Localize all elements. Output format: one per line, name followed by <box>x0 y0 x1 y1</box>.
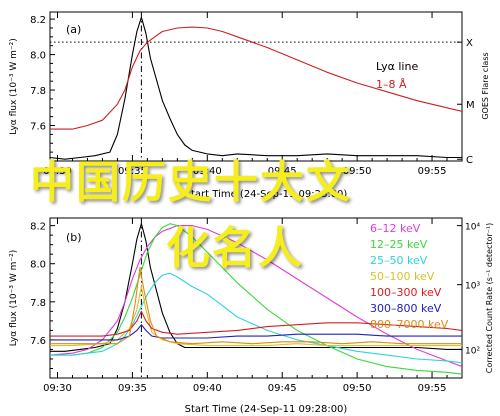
y-axis-label: Lyα flux (10⁻³ W m⁻²) <box>9 38 19 134</box>
legend-entry: 800–7000 keV <box>370 318 449 331</box>
series-100-300-kev <box>50 310 462 337</box>
x-tick-label: 09:30 <box>43 166 72 177</box>
y-tick-label: 8.0 <box>30 51 46 62</box>
y-tick-label: 8.2 <box>30 15 46 26</box>
x-tick-label: 09:50 <box>343 383 372 394</box>
x-tick-label: 09:40 <box>193 383 222 394</box>
y-tick-label: 8.0 <box>30 260 46 271</box>
plot-frame <box>49 11 463 162</box>
x-tick-label: 09:30 <box>43 383 72 394</box>
x-tick-label: 09:55 <box>418 166 447 177</box>
right-axis-label: GOES Flare class <box>481 52 490 119</box>
x-tick-label: 09:35 <box>118 383 147 394</box>
y-tick-label: 7.8 <box>30 86 46 97</box>
legend-entry: 6–12 keV <box>370 222 421 235</box>
x-tick-label: 09:50 <box>343 166 372 177</box>
series-group <box>50 223 462 375</box>
flare-class-label: C <box>466 155 473 166</box>
x-tick-label: 09:45 <box>268 166 297 177</box>
right-tick-label: 10³ <box>465 282 480 292</box>
series-group <box>50 16 462 160</box>
legend-entry: 100–300 keV <box>370 286 442 299</box>
legend-entry: 1–8 Å <box>376 78 407 91</box>
y-tick-label: 7.8 <box>30 298 46 309</box>
panel-label: (a) <box>66 23 81 36</box>
x-tick-label: 09:55 <box>418 383 447 394</box>
x-tick-label: 09:40 <box>193 166 222 177</box>
legend-entry: Lyα line <box>376 60 418 73</box>
overlay-caption-line-1: 中国历史十大文 <box>30 157 352 208</box>
series-ly-line <box>50 16 462 160</box>
y-tick-label: 7.6 <box>30 122 46 133</box>
series-300-800-kev <box>50 324 462 341</box>
series-800-7000-kev <box>50 266 462 345</box>
plot-frame <box>49 217 463 379</box>
x-tick-label: 09:45 <box>268 383 297 394</box>
flare-class-label: M <box>466 100 475 111</box>
legend-entry: 25–50 keV <box>370 254 428 267</box>
right-tick-label: 10² <box>465 346 480 356</box>
y-tick-label: 8.2 <box>30 222 46 233</box>
flare-class-label: X <box>466 38 473 49</box>
panel-b: 7.6 7.8 8.0 8.2 09:30 09:35 09:40 09:45 09:50 09:… <box>9 217 494 415</box>
panel-a: 7.6 7.8 8.0 8.2 09:30 09:35 09:40 09:45 09:50 09:… <box>9 11 490 200</box>
x-axis-label: Start Time (24-Sep-11 09:28:00) <box>185 404 348 415</box>
right-axis-label: Corrected Count Rate (s⁻¹ detector⁻¹) <box>485 223 494 374</box>
panel-label: (b) <box>66 231 82 244</box>
series-50-100-kev <box>50 286 462 347</box>
series-1-8- <box>50 26 462 130</box>
legend-entry: 300–800 keV <box>370 302 442 315</box>
legend-entry: 50–100 keV <box>370 270 435 283</box>
right-tick-label: 10⁴ <box>465 223 480 233</box>
y-axis-label: Lyα flux (10⁻³ W m⁻²) <box>9 250 19 346</box>
legend-entry: 12–25 keV <box>370 238 428 251</box>
x-axis-label: Start Time (24-Sep-11 09:28:00) <box>185 189 348 200</box>
overlay-caption-line-2: 化名人 <box>166 223 304 274</box>
x-tick-label: 09:35 <box>118 166 147 177</box>
y-tick-label: 7.6 <box>30 336 46 347</box>
